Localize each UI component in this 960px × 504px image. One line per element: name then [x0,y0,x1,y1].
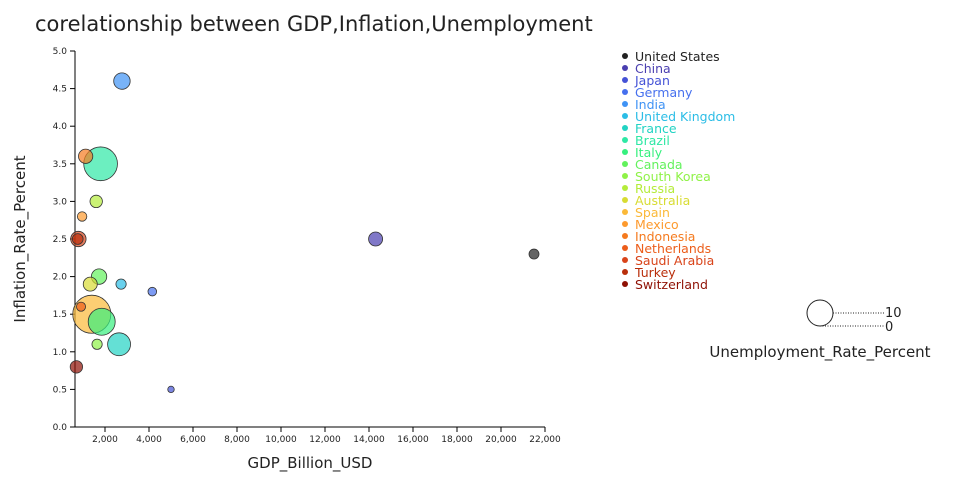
y-tick-label: 1.5 [53,310,67,320]
y-tick-label: 2.5 [53,235,67,245]
legend-item-china[interactable]: China [635,61,671,76]
y-tick-label: 1.0 [53,348,68,358]
legend-item-united-states[interactable]: United States [635,49,720,64]
bubble-japan[interactable] [167,385,175,394]
legend-item-united-kingdom[interactable]: United Kingdom [635,109,735,124]
legend-dot [622,125,628,131]
x-axis: 2,000 4,000 6,000 8,000 10,000 12,000 14,000 16… [75,426,561,445]
x-tick-label: 4,000 [136,435,162,445]
y-tick-label: 4.5 [53,85,67,95]
legend-item-russia[interactable]: Russia [635,181,675,196]
size-legend-label-0: 0 [885,320,893,335]
x-tick-label: 12,000 [309,435,341,445]
y-tick-label: 5.0 [53,47,68,57]
size-legend-label-10: 10 [885,306,902,321]
legend-dot [622,281,628,287]
legend-item-australia[interactable]: Australia [635,193,690,208]
bubble-south-korea[interactable] [91,338,103,350]
y-axis-label: Inflation_Rate_Percent [11,155,30,322]
legend-item-saudi-arabia[interactable]: Saudi Arabia [635,253,714,268]
bubble-united-states[interactable] [528,248,540,260]
bubble-mexico[interactable] [76,211,88,222]
legend-item-spain[interactable]: Spain [635,205,670,220]
legend-dot [622,185,628,191]
bubble-indonesia[interactable] [78,148,94,164]
bubble-italy[interactable] [87,307,116,336]
legend-dot [622,137,628,143]
legend-dot [622,161,628,167]
y-tick-label: 4.0 [53,122,68,132]
y-tick-label: 3.0 [53,197,68,207]
legend-dot [622,89,628,95]
x-tick-label: 14,000 [353,435,385,445]
legend-item-japan[interactable]: Japan [634,73,670,88]
size-legend-title: Unemployment_Rate_Percent [709,343,930,362]
legend-item-indonesia[interactable]: Indonesia [635,229,695,244]
legend-item-south-korea[interactable]: South Korea [635,169,711,184]
bubble-turkey[interactable] [71,233,84,245]
legend-item-switzerland[interactable]: Switzerland [635,277,708,292]
legend-dot [622,209,628,215]
legend-dot [622,221,628,227]
bubble-netherlands[interactable] [76,301,87,312]
legend-item-india[interactable]: India [635,97,666,112]
x-tick-label: 2,000 [92,435,118,445]
legend-item-turkey[interactable]: Turkey [634,265,676,280]
y-tick-label: 2.0 [53,273,68,283]
y-tick-label: 3.5 [53,160,67,170]
legend-item-brazil[interactable]: Brazil [635,133,670,148]
legend-dot [622,197,628,203]
legend: United StatesChinaJapanGermanyIndiaUnite… [622,49,735,292]
legend-dot [622,149,628,155]
bubble-switzerland[interactable] [69,360,84,374]
legend-item-netherlands[interactable]: Netherlands [635,241,711,256]
x-axis-label: GDP_Billion_USD [248,454,373,473]
legend-item-italy[interactable]: Italy [635,145,663,160]
y-tick-label: 0.5 [53,385,67,395]
x-tick-label: 16,000 [397,435,429,445]
bubble-india[interactable] [113,72,131,90]
x-tick-label: 22,000 [529,435,561,445]
bubble-united-kingdom[interactable] [115,278,127,290]
legend-dot [622,53,628,59]
bubble-russia[interactable] [89,194,103,209]
legend-dot [622,101,628,107]
bubbles [69,72,540,394]
legend-dot [622,245,628,251]
size-legend: 10 0 Unemployment_Rate_Percent [709,299,931,362]
bubble-germany[interactable] [147,286,158,297]
legend-dot [622,257,628,263]
size-legend-circle [806,299,834,327]
bubble-france[interactable] [107,332,131,357]
y-tick-label: 0.0 [53,423,68,433]
legend-dot [622,173,628,179]
legend-dot [622,77,628,83]
legend-dot [622,113,628,119]
bubble-china[interactable] [368,231,384,247]
x-tick-label: 18,000 [441,435,473,445]
legend-dot [622,65,628,71]
chart-title: corelationship between GDP,Inflation,Une… [35,12,593,36]
bubble-australia[interactable] [82,276,98,292]
legend-item-germany[interactable]: Germany [635,85,693,100]
legend-dot [622,233,628,239]
legend-item-canada[interactable]: Canada [635,157,683,172]
legend-item-mexico[interactable]: Mexico [635,217,679,232]
legend-item-france[interactable]: France [635,121,677,136]
x-tick-label: 20,000 [485,435,517,445]
x-tick-label: 6,000 [180,435,206,445]
legend-dot [622,269,628,275]
x-tick-label: 10,000 [265,435,297,445]
x-tick-label: 8,000 [224,435,250,445]
